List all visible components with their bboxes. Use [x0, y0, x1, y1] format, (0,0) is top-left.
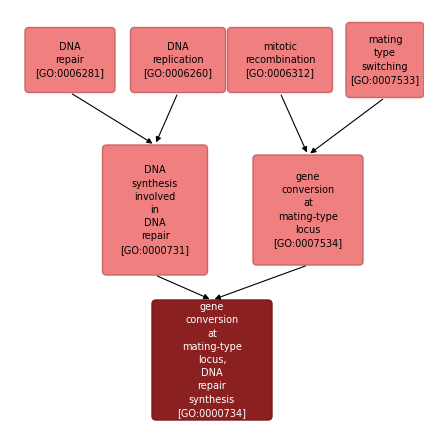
FancyBboxPatch shape [103, 145, 207, 275]
Text: gene
conversion
at
mating-type
locus
[GO:0007534]: gene conversion at mating-type locus [GO… [273, 172, 343, 248]
FancyBboxPatch shape [152, 300, 272, 420]
FancyBboxPatch shape [131, 28, 226, 92]
Text: DNA
synthesis
involved
in
DNA
repair
[GO:0000731]: DNA synthesis involved in DNA repair [GO… [120, 165, 190, 254]
Text: gene
conversion
at
mating-type
locus,
DNA
repair
synthesis
[GO:0000734]: gene conversion at mating-type locus, DN… [178, 302, 246, 418]
Text: mating
type
switching
[GO:0007533]: mating type switching [GO:0007533] [351, 35, 420, 85]
Text: mitotic
recombination
[GO:0006312]: mitotic recombination [GO:0006312] [245, 42, 315, 78]
FancyBboxPatch shape [346, 22, 424, 98]
FancyBboxPatch shape [253, 155, 363, 265]
FancyBboxPatch shape [25, 28, 115, 92]
FancyBboxPatch shape [228, 28, 332, 92]
Text: DNA
repair
[GO:0006281]: DNA repair [GO:0006281] [36, 42, 104, 78]
Text: DNA
replication
[GO:0006260]: DNA replication [GO:0006260] [143, 42, 212, 78]
